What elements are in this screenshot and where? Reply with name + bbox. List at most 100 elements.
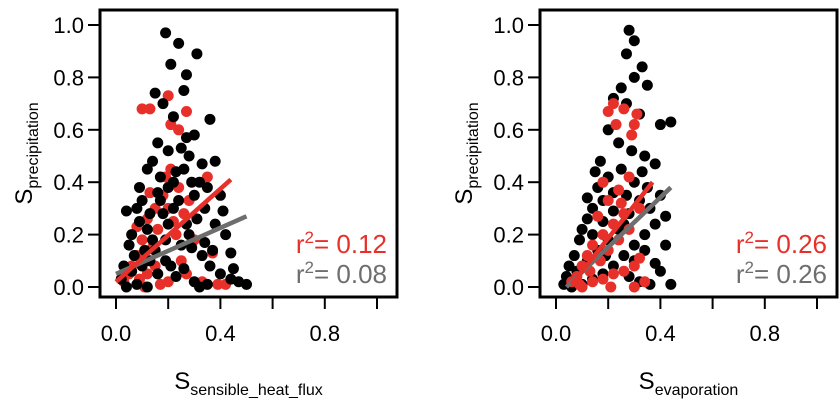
- data-point-red: [602, 105, 614, 117]
- data-point-black: [241, 278, 252, 290]
- data-point-black: [126, 229, 138, 241]
- x-axis-label: Sevaporation: [639, 368, 739, 399]
- data-point-black: [660, 239, 672, 251]
- data-point-black: [207, 244, 219, 256]
- fit-line-red: [114, 177, 233, 284]
- data-point-black: [175, 142, 187, 154]
- data-point-black: [149, 87, 161, 99]
- data-point-black: [589, 166, 601, 178]
- data-point-red: [141, 268, 153, 280]
- data-point-black: [123, 239, 135, 251]
- x-tick-label: 0.8: [750, 321, 781, 346]
- data-point-black: [620, 189, 632, 201]
- data-point-red: [618, 265, 630, 277]
- data-point-red: [628, 119, 640, 131]
- data-point-black: [194, 281, 206, 293]
- data-point-black: [204, 113, 216, 125]
- data-point-black: [615, 163, 627, 175]
- data-point-red: [136, 234, 148, 246]
- data-point-red: [623, 171, 635, 183]
- data-point-black: [178, 263, 190, 275]
- y-tick-label: 1.0: [53, 13, 84, 38]
- data-point-black: [196, 158, 208, 170]
- y-tick-label: 1.0: [493, 13, 524, 38]
- data-point-black: [183, 229, 195, 241]
- data-point-black: [639, 229, 651, 241]
- y-tick-label: 0.4: [53, 170, 84, 195]
- data-point-red: [634, 252, 646, 264]
- data-point-black: [626, 145, 638, 157]
- data-point-black: [225, 247, 237, 259]
- data-point-red: [144, 187, 156, 199]
- data-point-black: [649, 218, 661, 230]
- data-point-black: [214, 268, 226, 280]
- data-point-black: [144, 208, 156, 220]
- data-point-black: [191, 48, 203, 60]
- data-point-black: [654, 265, 666, 277]
- data-point-black: [162, 218, 174, 230]
- data-point-black: [191, 213, 203, 225]
- data-point-black: [120, 205, 132, 217]
- points-layer: [558, 24, 677, 293]
- data-point-black: [220, 229, 232, 241]
- r2-annotation-red: r2= 0.26: [736, 228, 827, 259]
- data-point-red: [144, 103, 156, 115]
- r2-annotation-gray: r2= 0.08: [296, 258, 387, 289]
- data-point-black: [209, 155, 221, 167]
- data-point-black: [660, 210, 672, 222]
- data-point-black: [641, 79, 653, 91]
- data-point-black: [120, 281, 132, 293]
- data-point-black: [665, 116, 677, 128]
- data-point-red: [162, 276, 174, 288]
- data-point-red: [615, 197, 627, 209]
- data-point-red: [605, 281, 617, 293]
- r2-annotation-red: r2= 0.12: [296, 228, 387, 259]
- data-point-red: [587, 276, 599, 288]
- data-point-black: [133, 216, 145, 227]
- data-point-red: [597, 273, 609, 285]
- data-point-black: [167, 202, 179, 214]
- data-point-black: [636, 166, 648, 178]
- fit-line-red: [569, 180, 655, 286]
- data-point-black: [180, 132, 192, 144]
- data-point-black: [147, 234, 159, 246]
- data-point-black: [183, 150, 195, 162]
- data-point-black: [665, 278, 677, 290]
- data-point-black: [199, 236, 211, 248]
- data-point-red: [173, 124, 185, 136]
- y-tick-label: 0.8: [53, 65, 84, 90]
- data-point-red: [201, 171, 213, 183]
- data-point-red: [626, 129, 638, 141]
- panel-sensible-heat-flux: 0.0 0.4 0.8 0.0 0.2 0.4 0.6 0.8 1.0 Ssensible_hea…: [11, 8, 399, 399]
- data-point-black: [618, 250, 630, 262]
- data-point-red: [631, 108, 643, 120]
- data-point-red: [180, 105, 192, 117]
- data-point-black: [162, 145, 174, 157]
- data-point-black: [131, 278, 143, 290]
- x-axis-label: Ssensible_heat_flux: [174, 368, 323, 399]
- y-axis-label: Sprecipitation: [451, 102, 482, 204]
- data-point-black: [162, 181, 174, 193]
- y-tick-label: 0.4: [493, 170, 524, 195]
- x-tick-label: 0.8: [310, 321, 341, 346]
- y-tick-label: 0.6: [53, 118, 84, 143]
- y-tick-label: 0.0: [53, 275, 84, 300]
- data-point-black: [152, 268, 164, 280]
- data-point-red: [602, 195, 614, 207]
- data-point-red: [610, 119, 622, 131]
- data-point-red: [136, 103, 148, 115]
- x-tick-label: 0.4: [645, 321, 676, 346]
- data-point-black: [201, 181, 213, 193]
- data-point-black: [602, 124, 614, 136]
- data-point-black: [636, 61, 648, 73]
- data-point-black: [186, 176, 198, 188]
- data-point-black: [152, 137, 164, 149]
- y-axis-label: Sprecipitation: [11, 102, 42, 204]
- data-point-black: [154, 195, 166, 207]
- data-point-black: [654, 119, 666, 131]
- data-point-red: [152, 223, 164, 235]
- data-point-black: [196, 250, 208, 262]
- data-point-black: [167, 111, 179, 123]
- data-point-red: [592, 210, 604, 222]
- data-point-black: [628, 71, 640, 83]
